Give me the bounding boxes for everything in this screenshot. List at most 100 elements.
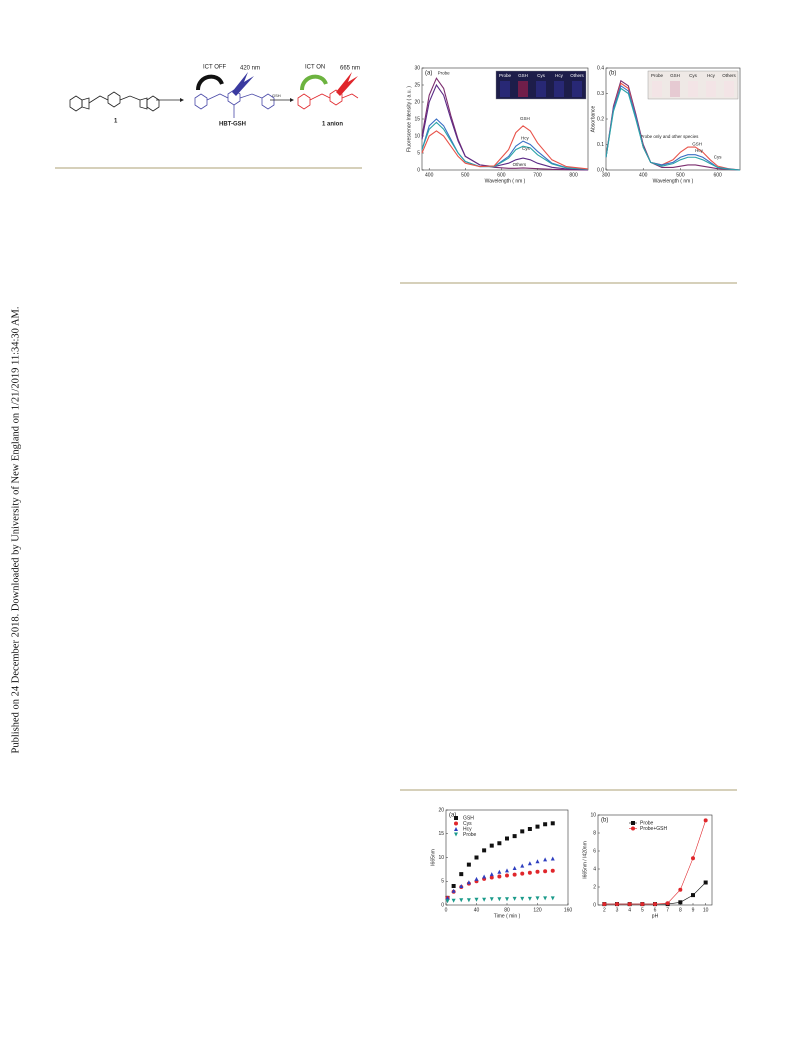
- marker: [653, 902, 657, 907]
- x-tick-label: 3: [616, 907, 619, 913]
- y-tick-label: 6: [593, 848, 596, 854]
- marker: [678, 887, 683, 892]
- legend-label: Probe: [463, 832, 477, 838]
- x-axis-label: Time ( min ): [494, 913, 521, 919]
- y-tick-label: 2: [593, 884, 596, 890]
- y-tick-label: 5: [417, 150, 420, 156]
- y-tick-label: 0.1: [597, 142, 604, 148]
- marker: [466, 898, 471, 903]
- marker: [703, 880, 708, 885]
- vial: [572, 81, 582, 97]
- marker: [489, 843, 494, 848]
- y-axis-label: Absorbance: [590, 105, 596, 132]
- x-axis-label: pH: [652, 913, 659, 919]
- panel-label: (b): [609, 71, 616, 77]
- series-line: [605, 87, 741, 171]
- x-tick-label: 800: [569, 172, 578, 178]
- legend-marker: [454, 827, 458, 831]
- reagent-label: GSH: [272, 93, 281, 98]
- y-axis-label: I665nm: [430, 849, 436, 866]
- marker: [497, 874, 502, 879]
- series-label: GSH: [692, 142, 702, 147]
- marker: [640, 902, 645, 907]
- marker: [482, 874, 487, 879]
- y-tick-label: 4: [593, 866, 596, 872]
- marker: [466, 862, 471, 867]
- emission-off-label: 420 nm: [240, 66, 260, 72]
- y-tick-label: 0: [593, 902, 596, 908]
- marker: [543, 869, 548, 874]
- series-label: Probe only and other species: [640, 134, 699, 139]
- ict-on-arrow: [300, 74, 328, 91]
- y-tick-label: 20: [438, 807, 444, 813]
- marker: [527, 870, 532, 875]
- panel-label: (a): [425, 71, 432, 77]
- series-label: Hcy: [521, 136, 529, 141]
- marker: [497, 841, 502, 846]
- x-tick-label: 500: [461, 172, 470, 178]
- marker: [527, 861, 532, 866]
- marker: [543, 896, 548, 901]
- marker: [550, 856, 555, 861]
- vial: [724, 81, 734, 97]
- x-tick-label: 300: [602, 172, 611, 178]
- x-tick-label: 10: [703, 907, 709, 913]
- emission-on-label: 665 nm: [340, 66, 360, 72]
- vial: [652, 81, 662, 97]
- inset-label: Cys: [537, 73, 545, 78]
- inset-label: GSH: [518, 73, 528, 78]
- marker: [505, 868, 509, 873]
- y-tick-label: 15: [414, 116, 420, 122]
- x-tick-label: 600: [713, 172, 722, 178]
- marker: [535, 859, 540, 864]
- y-tick-label: 0.0: [597, 167, 604, 173]
- marker: [520, 896, 525, 901]
- sidebar-note: Published on 24 December 2018. Downloade…: [10, 307, 21, 754]
- x-tick-label: 40: [474, 907, 480, 913]
- x-axis-label: Wavelength ( nm ): [653, 178, 694, 184]
- emission-red: [336, 72, 358, 96]
- marker: [520, 863, 525, 868]
- legend-marker: [454, 832, 458, 837]
- x-tick-label: 8: [679, 907, 682, 913]
- marker: [512, 896, 517, 901]
- marker: [489, 872, 494, 877]
- x-tick-label: 400: [639, 172, 648, 178]
- y-tick-label: 0.2: [597, 116, 604, 122]
- marker: [466, 880, 471, 885]
- inset-label: Hcy: [555, 73, 563, 78]
- marker: [482, 897, 487, 902]
- panel-label: (a): [449, 813, 456, 819]
- marker: [535, 824, 540, 829]
- marker: [527, 896, 532, 901]
- legend-label: Probe: [640, 820, 654, 826]
- marker: [543, 822, 548, 827]
- legend-label: GSH: [463, 815, 474, 821]
- arrowhead: [290, 98, 294, 102]
- y-tick-label: 10: [590, 812, 596, 818]
- y-axis-label: Fluorescence Intensity ( a.u. ): [406, 86, 412, 152]
- marker: [459, 872, 464, 877]
- x-tick-label: 600: [497, 172, 506, 178]
- marker: [602, 902, 607, 907]
- marker: [505, 836, 509, 841]
- series-line: [604, 882, 706, 905]
- inset-label: Others: [722, 73, 736, 78]
- arrowhead: [180, 98, 184, 102]
- x-tick-label: 500: [676, 172, 685, 178]
- y-tick-label: 15: [438, 831, 444, 837]
- series-label: Cys: [522, 146, 530, 151]
- y-tick-label: 20: [414, 99, 420, 105]
- marker: [445, 899, 450, 904]
- vial: [518, 81, 528, 97]
- marker: [474, 855, 479, 860]
- marker: [451, 888, 456, 893]
- marker: [474, 897, 479, 902]
- hbt-gsh-label: HBT-GSH: [219, 122, 246, 128]
- series-label: GSH: [520, 116, 530, 121]
- marker: [543, 857, 548, 862]
- x-tick-label: 9: [692, 907, 695, 913]
- series-line: [605, 84, 741, 171]
- inset-label: GSH: [670, 73, 680, 78]
- series-label: Probe: [438, 70, 451, 75]
